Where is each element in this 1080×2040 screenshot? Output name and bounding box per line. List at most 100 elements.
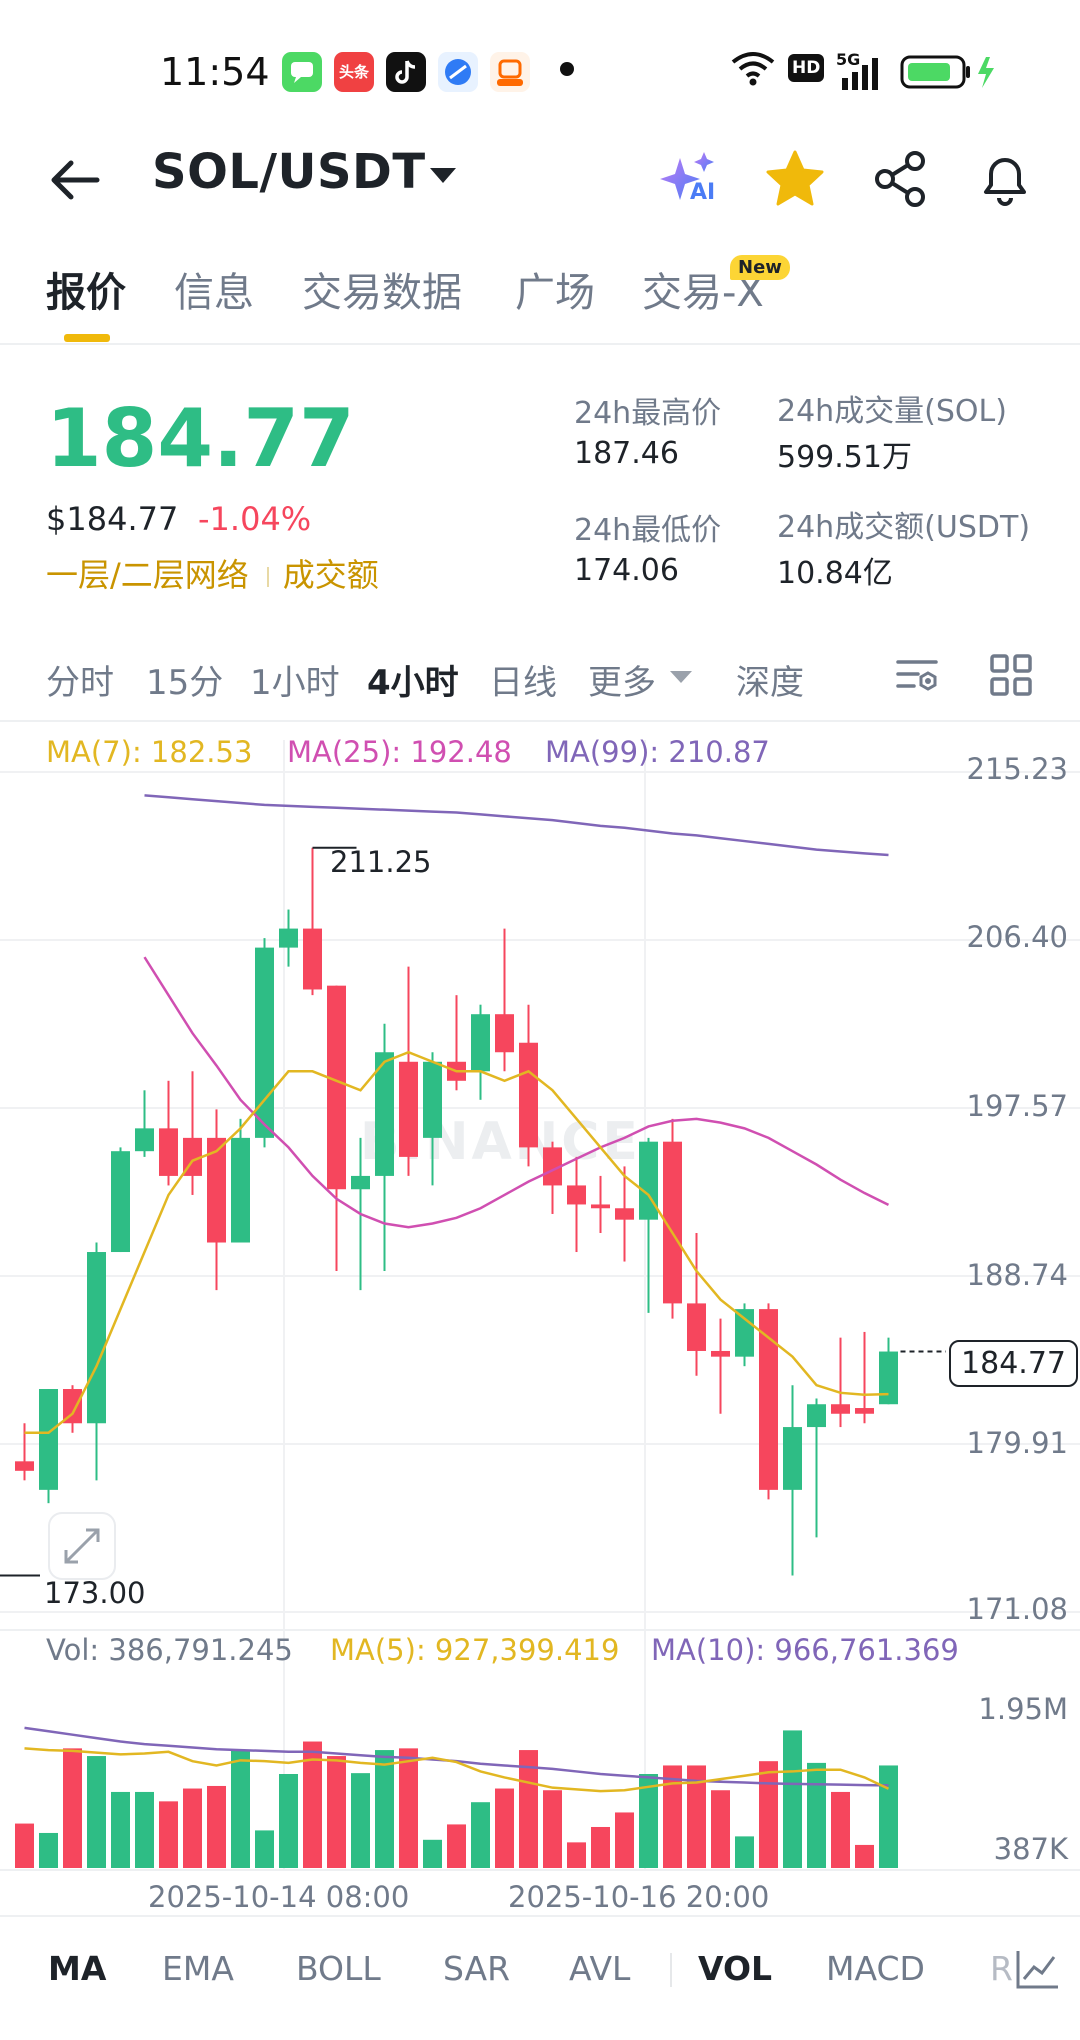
candle-down — [519, 1042, 538, 1148]
kline-chart[interactable] — [0, 720, 1080, 1880]
vol-ma5-legend: MA(5): 927,399.419 — [330, 1633, 620, 1667]
bell-icon[interactable] — [972, 146, 1038, 212]
interval-1h[interactable]: 1小时 — [250, 663, 340, 703]
date-axis-label: 2025-10-16 20:00 — [508, 1880, 770, 1914]
candle-up — [423, 1061, 442, 1138]
interval-15m[interactable]: 15分 — [146, 663, 224, 703]
kline-chart-area[interactable] — [0, 720, 1080, 1870]
candle-down — [567, 1185, 586, 1205]
volume-bar-down — [519, 1750, 538, 1868]
candle-down — [15, 1461, 34, 1471]
volume-bar-down — [687, 1765, 706, 1868]
chart-settings-icon[interactable] — [892, 650, 942, 700]
date-axis-label: 2025-10-14 08:00 — [148, 1880, 410, 1914]
tab-quote[interactable]: 报价 — [46, 270, 126, 316]
volume-bar-up — [735, 1836, 754, 1868]
price-axis-label: 188.74 — [966, 1258, 1068, 1292]
volume-bar-down — [759, 1761, 778, 1868]
indicator-bar: MA EMA BOLL SAR AVL VOL MACD R — [0, 1915, 1080, 2025]
share-icon[interactable] — [867, 146, 933, 212]
candle-up — [351, 1175, 370, 1190]
favorite-star-icon[interactable] — [762, 146, 828, 212]
volume-bar-up — [639, 1774, 658, 1868]
candle-down — [711, 1350, 730, 1357]
ma25-line — [143, 956, 890, 1229]
candle-down — [327, 985, 346, 1190]
candle-up — [783, 1427, 802, 1490]
indicator-r[interactable]: R — [990, 1949, 1013, 1988]
ai-assistant-icon[interactable]: AI — [658, 146, 724, 212]
tab-square[interactable]: 广场 — [515, 270, 595, 316]
indicator-vol[interactable]: VOL — [698, 1949, 773, 1988]
candle-down — [159, 1128, 178, 1176]
volume-bar-down — [15, 1823, 34, 1868]
tag-layer-network[interactable]: 一层/二层网络 — [46, 556, 249, 594]
volume-bar-down — [855, 1844, 874, 1868]
indicator-macd[interactable]: MACD — [826, 1949, 925, 1988]
indicator-chart-icon[interactable] — [1012, 1947, 1062, 1993]
interval-1d[interactable]: 日线 — [489, 663, 557, 703]
volume-ma10-line — [24, 1726, 889, 1787]
volume-bar-down — [591, 1826, 610, 1868]
volume-bar-down — [399, 1748, 418, 1868]
tab-bar: 报价 信息 交易数据 广场 交易-X — [0, 250, 1080, 345]
volume-bar-up — [807, 1762, 826, 1868]
tab-trading-data[interactable]: 交易数据 — [302, 270, 462, 316]
interval-depth[interactable]: 深度 — [736, 663, 804, 703]
ma7-legend: MA(7): 182.53 — [46, 735, 253, 769]
volume-bar-down — [831, 1791, 850, 1868]
expand-chart-button[interactable] — [48, 1512, 116, 1580]
low-value: 174.06 — [574, 553, 679, 588]
vol-axis-label: 1.95M — [978, 1692, 1068, 1726]
status-time: 11:54 — [160, 50, 270, 94]
volume-bar-down — [183, 1788, 202, 1868]
interval-time[interactable]: 分时 — [46, 663, 114, 703]
volume-bar-down — [327, 1756, 346, 1868]
volume-bar-up — [375, 1750, 394, 1868]
taobao-icon — [490, 52, 530, 92]
volume-bar-down — [567, 1842, 586, 1868]
candle-up — [735, 1309, 754, 1357]
more-caret-icon[interactable] — [668, 668, 694, 686]
indicator-ema[interactable]: EMA — [162, 1949, 234, 1988]
candle-up — [471, 1014, 490, 1072]
interval-4h[interactable]: 4小时 — [367, 663, 459, 703]
pair-title[interactable]: SOL/USDT — [152, 144, 426, 200]
caret-down-icon[interactable] — [428, 166, 458, 186]
candle-down — [495, 1014, 514, 1053]
messages-icon — [282, 52, 322, 92]
indicator-ma[interactable]: MA — [48, 1949, 107, 1988]
candle-down — [591, 1204, 610, 1209]
indicator-avl[interactable]: AVL — [569, 1949, 631, 1988]
volume-value: 599.51万 — [777, 440, 912, 475]
ma99-legend: MA(99): 210.87 — [545, 735, 770, 769]
price-axis-label: 197.57 — [966, 1089, 1068, 1123]
candle-up — [87, 1252, 106, 1424]
high-label: 24h最高价 — [574, 396, 722, 431]
toutiao-icon: 头条 — [334, 52, 374, 92]
price-axis-label: 215.23 — [966, 752, 1068, 786]
interval-more[interactable]: 更多 — [588, 663, 656, 703]
notification-dot — [560, 62, 574, 76]
high-value: 187.46 — [574, 436, 679, 471]
amount-value: 10.84亿 — [777, 556, 893, 591]
usd-price: $184.77 — [46, 500, 179, 538]
wifi-icon — [731, 52, 775, 86]
tab-info[interactable]: 信息 — [174, 270, 254, 316]
volume-bar-up — [879, 1765, 898, 1868]
indicator-sar[interactable]: SAR — [443, 1949, 511, 1988]
candle-down — [207, 1137, 226, 1243]
battery-icon — [900, 55, 994, 89]
vol-axis-label: 387K — [993, 1832, 1068, 1866]
back-arrow-icon[interactable] — [45, 150, 105, 210]
volume-bar-down — [663, 1765, 682, 1868]
candle-up — [111, 1151, 130, 1253]
indicator-boll[interactable]: BOLL — [296, 1949, 381, 1988]
candle-up — [807, 1404, 826, 1428]
vol-ma10-legend: MA(10): 966,761.369 — [651, 1633, 959, 1667]
grid-layout-icon[interactable] — [986, 650, 1036, 700]
status-bar: 11:54 头条 HD 5G — [0, 0, 1080, 140]
tag-turnover[interactable]: 成交额 — [282, 556, 379, 594]
volume-bar-up — [423, 1839, 442, 1868]
candle-up — [639, 1141, 658, 1220]
